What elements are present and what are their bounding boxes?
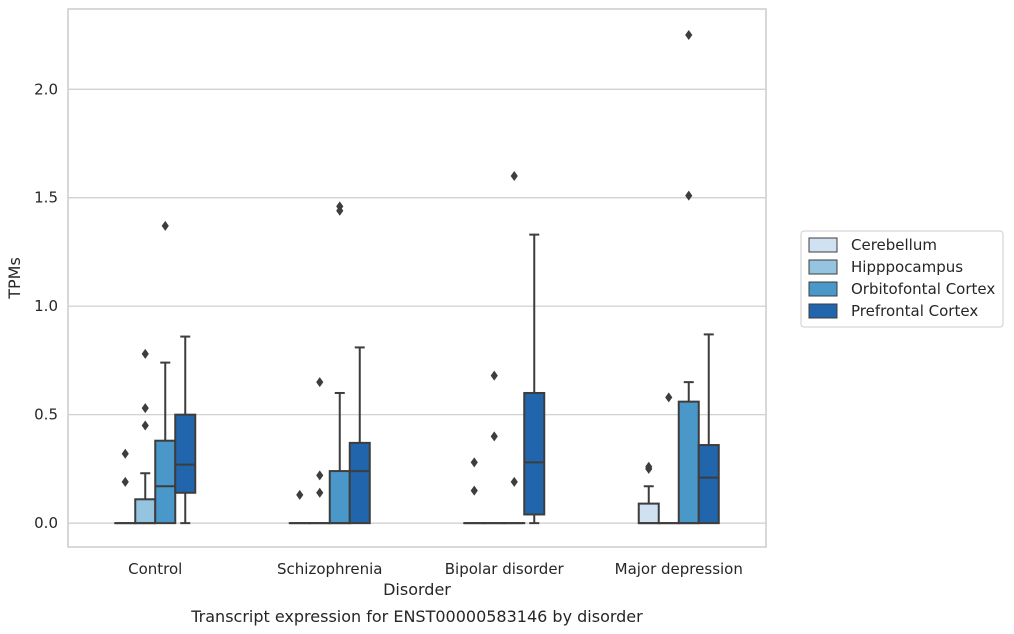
outlier-point xyxy=(510,171,518,182)
box-group xyxy=(463,457,486,525)
box xyxy=(174,413,197,494)
box xyxy=(328,470,351,525)
box xyxy=(348,441,371,525)
box xyxy=(134,498,157,525)
y-tick-label: 1.5 xyxy=(34,189,58,207)
box-group xyxy=(174,335,197,525)
outlier-point xyxy=(510,476,518,487)
outlier-point xyxy=(470,457,478,468)
box-group xyxy=(697,333,720,525)
x-axis-title: Disorder xyxy=(383,580,451,599)
outlier-point xyxy=(470,485,478,496)
box-group xyxy=(328,201,351,525)
outlier-point xyxy=(161,220,169,231)
box xyxy=(677,400,700,525)
outlier-point xyxy=(141,420,149,431)
outlier-point xyxy=(296,489,304,500)
outlier-point xyxy=(490,370,498,381)
box-group xyxy=(134,348,157,525)
outlier-point xyxy=(121,448,129,459)
x-tick-label: Control xyxy=(128,560,182,578)
legend-label: Orbitofontal Cortex xyxy=(851,280,995,298)
box-group xyxy=(523,233,546,525)
box-group xyxy=(154,220,177,525)
outlier-point xyxy=(490,431,498,442)
box-group xyxy=(288,489,311,525)
outlier-point xyxy=(685,30,693,41)
box-group xyxy=(657,392,680,525)
y-tick-label: 0.0 xyxy=(34,514,58,532)
outlier-point xyxy=(141,348,149,359)
y-axis-ticks: 0.0 0.5 1.0 1.5 2.0 xyxy=(34,80,58,532)
legend-label: Hipppocampus xyxy=(851,258,963,276)
box xyxy=(154,439,177,525)
box-group xyxy=(114,448,137,525)
outlier-point xyxy=(336,201,344,212)
legend: Cerebellum Hipppocampus Orbitofontal Corte… xyxy=(800,230,1004,328)
legend-frame xyxy=(800,230,1004,328)
legend-swatch xyxy=(808,259,838,275)
box-group xyxy=(637,461,660,525)
box xyxy=(697,444,720,525)
box-plot-series xyxy=(114,30,720,525)
legend-swatch xyxy=(808,281,838,297)
outlier-point xyxy=(141,403,149,414)
legend-label: Prefrontal Cortex xyxy=(851,302,978,320)
box-group xyxy=(677,30,700,525)
y-axis-title: TPMs xyxy=(5,257,24,300)
legend-label: Cerebellum xyxy=(851,236,937,254)
y-tick-label: 1.0 xyxy=(34,297,58,315)
plot-frame xyxy=(67,8,767,548)
outlier-point xyxy=(316,487,324,498)
box-group xyxy=(483,370,506,525)
outlier-point xyxy=(316,377,324,388)
chart-caption: Transcript expression for ENST0000058314… xyxy=(190,607,643,626)
y-tick-label: 0.5 xyxy=(34,406,58,424)
outlier-point xyxy=(685,190,693,201)
x-tick-label: Bipolar disorder xyxy=(445,560,565,578)
x-tick-label: Schizophrenia xyxy=(277,560,382,578)
box xyxy=(637,502,660,525)
legend-swatch xyxy=(808,237,838,253)
y-tick-label: 2.0 xyxy=(34,80,58,98)
outlier-point xyxy=(316,470,324,481)
outlier-point xyxy=(665,392,673,403)
box xyxy=(523,391,546,516)
x-tick-label: Major depression xyxy=(615,560,743,578)
x-axis-ticks: Control Schizophrenia Bipolar disorder Majo… xyxy=(128,560,743,578)
outlier-point xyxy=(121,476,129,487)
legend-swatch xyxy=(808,303,838,319)
outlier-point xyxy=(645,461,653,472)
box-group xyxy=(503,171,526,525)
box-group xyxy=(308,377,331,525)
box-group xyxy=(348,346,371,525)
